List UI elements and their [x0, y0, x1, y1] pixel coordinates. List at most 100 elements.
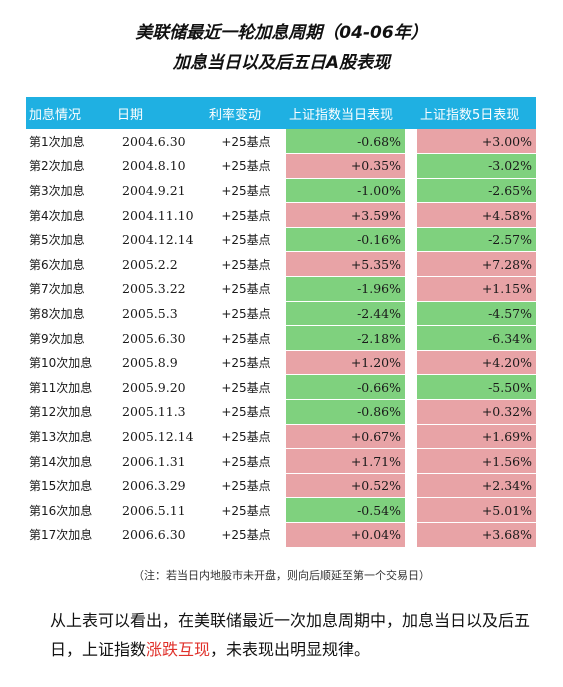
cell-hike-label: 第4次加息	[26, 202, 114, 228]
cell-date: 2004.11.10	[114, 202, 206, 228]
title-line-2: 加息当日以及后五日A股表现	[172, 53, 391, 73]
table-row: 第7次加息 2005.3.22 +25基点 -1.96% +1.15%	[26, 276, 537, 302]
table-row: 第3次加息 2004.9.21 +25基点 -1.00% -2.65%	[26, 178, 537, 204]
cell-gap	[405, 178, 418, 204]
cell-hike-label: 第9次加息	[26, 325, 114, 351]
cell-hike-label: 第2次加息	[26, 153, 114, 179]
table-row: 第16次加息 2006.5.11 +25基点 -0.54% +5.01%	[26, 497, 537, 523]
cell-date: 2005.5.3	[114, 301, 206, 327]
cell-rate-change: +25基点	[206, 448, 286, 474]
table-row: 第13次加息 2005.12.14 +25基点 +0.67% +1.69%	[26, 424, 537, 450]
cell-gap	[405, 202, 418, 228]
cell-hike-label: 第3次加息	[26, 178, 114, 204]
summary-text-after: ，未表现出明显规律。	[210, 640, 371, 659]
cell-hike-label: 第17次加息	[26, 522, 114, 548]
cell-rate-change: +25基点	[206, 227, 286, 253]
cell-gap	[405, 399, 418, 425]
cell-hike-label: 第10次加息	[26, 350, 114, 376]
cell-rate-change: +25基点	[206, 301, 286, 327]
cell-date: 2006.1.31	[114, 448, 206, 474]
cell-date: 2004.8.10	[114, 153, 206, 179]
table-row: 第14次加息 2006.1.31 +25基点 +1.71% +1.56%	[26, 448, 537, 474]
cell-5day-performance: -2.57%	[417, 227, 537, 253]
summary-highlight: 涨跌互现	[146, 640, 211, 659]
cell-gap	[405, 522, 418, 548]
cell-hike-label: 第16次加息	[26, 497, 114, 523]
cell-5day-performance: -2.65%	[417, 178, 537, 204]
cell-date: 2006.3.29	[114, 473, 206, 499]
cell-hike-label: 第8次加息	[26, 301, 114, 327]
cell-gap	[405, 424, 418, 450]
cell-rate-change: +25基点	[206, 497, 286, 523]
cell-5day-performance: +1.15%	[417, 276, 537, 302]
header-hike: 加息情况	[26, 97, 114, 129]
table-row: 第4次加息 2004.11.10 +25基点 +3.59% +4.58%	[26, 202, 537, 228]
cell-day-performance: +0.04%	[286, 522, 405, 548]
table-row: 第2次加息 2004.8.10 +25基点 +0.35% -3.02%	[26, 153, 537, 179]
cell-date: 2004.6.30	[114, 129, 206, 155]
cell-gap	[405, 497, 418, 523]
cell-rate-change: +25基点	[206, 399, 286, 425]
cell-hike-label: 第13次加息	[26, 424, 114, 450]
header-date: 日期	[114, 97, 206, 129]
cell-5day-performance: -6.34%	[417, 325, 537, 351]
cell-gap	[405, 325, 418, 351]
cell-hike-label: 第6次加息	[26, 251, 114, 278]
cell-hike-label: 第12次加息	[26, 399, 114, 425]
cell-rate-change: +25基点	[206, 325, 286, 351]
cell-day-performance: +3.59%	[286, 202, 405, 228]
cell-day-performance: -2.44%	[286, 301, 405, 327]
cell-5day-performance: -4.57%	[417, 301, 537, 327]
cell-day-performance: -0.54%	[286, 497, 405, 523]
cell-5day-performance: +3.68%	[417, 522, 537, 548]
cell-day-performance: +0.52%	[286, 473, 405, 499]
table-row: 第17次加息 2006.6.30 +25基点 +0.04% +3.68%	[26, 522, 537, 548]
table-row: 第15次加息 2006.3.29 +25基点 +0.52% +2.34%	[26, 473, 537, 499]
header-day-performance: 上证指数当日表现	[286, 97, 418, 129]
cell-gap	[405, 153, 418, 179]
cell-date: 2005.2.2	[114, 251, 206, 278]
cell-day-performance: +0.35%	[286, 153, 405, 179]
cell-day-performance: -1.96%	[286, 276, 405, 302]
cell-hike-label: 第7次加息	[26, 276, 114, 302]
cell-date: 2004.9.21	[114, 178, 206, 204]
cell-5day-performance: +5.01%	[417, 497, 537, 523]
cell-rate-change: +25基点	[206, 374, 286, 401]
cell-rate-change: +25基点	[206, 473, 286, 499]
table-row: 第8次加息 2005.5.3 +25基点 -2.44% -4.57%	[26, 301, 537, 327]
cell-hike-label: 第11次加息	[26, 374, 114, 401]
cell-gap	[405, 129, 418, 155]
cell-day-performance: +1.20%	[286, 350, 405, 376]
cell-5day-performance: +4.20%	[417, 350, 537, 376]
cell-rate-change: +25基点	[206, 251, 286, 278]
cell-rate-change: +25基点	[206, 522, 286, 548]
table-row: 第5次加息 2004.12.14 +25基点 -0.16% -2.57%	[26, 227, 537, 253]
cell-5day-performance: +7.28%	[417, 251, 537, 278]
cell-gap	[405, 374, 418, 401]
cell-day-performance: -0.68%	[286, 129, 405, 155]
cell-5day-performance: +3.00%	[417, 129, 537, 155]
cell-gap	[405, 227, 418, 253]
cell-date: 2005.8.9	[114, 350, 206, 376]
cell-day-performance: -1.00%	[286, 178, 405, 204]
cell-day-performance: -0.16%	[286, 227, 405, 253]
cell-gap	[405, 350, 418, 376]
cell-date: 2005.6.30	[114, 325, 206, 351]
footnote: （注：若当日内地股市未开盘，则向后顺延至第一个交易日）	[133, 569, 430, 582]
cell-date: 2005.3.22	[114, 276, 206, 302]
cell-date: 2005.9.20	[114, 374, 206, 401]
cell-rate-change: +25基点	[206, 276, 286, 302]
cell-gap	[405, 301, 418, 327]
cell-rate-change: +25基点	[206, 129, 286, 155]
cell-day-performance: -0.86%	[286, 399, 405, 425]
title-line-1: 美联储最近一轮加息周期（04-06年）	[135, 23, 428, 43]
cell-gap	[405, 276, 418, 302]
cell-5day-performance: +2.34%	[417, 473, 537, 499]
header-5day-performance: 上证指数5日表现	[417, 97, 537, 129]
cell-day-performance: +0.67%	[286, 424, 405, 450]
cell-5day-performance: -3.02%	[417, 153, 537, 179]
cell-date: 2005.12.14	[114, 424, 206, 450]
cell-5day-performance: +1.56%	[417, 448, 537, 474]
table-row: 第10次加息 2005.8.9 +25基点 +1.20% +4.20%	[26, 350, 537, 376]
cell-date: 2004.12.14	[114, 227, 206, 253]
